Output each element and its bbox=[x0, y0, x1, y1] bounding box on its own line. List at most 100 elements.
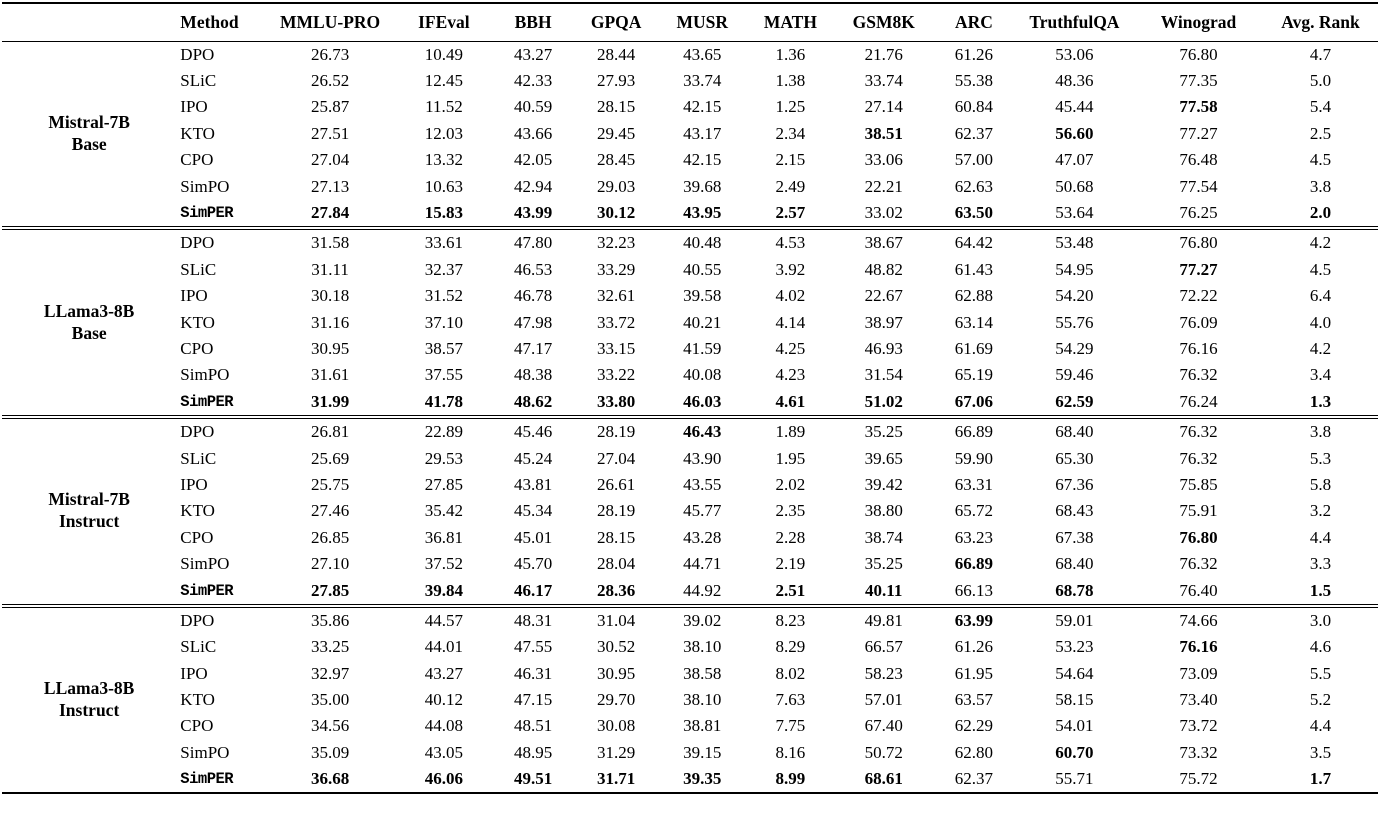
score-cell: 29.53 bbox=[424, 448, 464, 468]
table-row: SimPER 27.85 39.84 46.17 28.36 44.92 2.51 40.11… bbox=[2, 577, 1378, 605]
model-section-mistral-7b-instruct: Mistral-7B Instruct DPO 26.81 22.89 45.46 28.1… bbox=[2, 416, 1378, 606]
score-cell: 26.81 bbox=[310, 422, 350, 442]
score-cell: 3.8 bbox=[1309, 176, 1332, 196]
score-cell: 40.59 bbox=[513, 97, 553, 117]
score-cell: 38.10 bbox=[683, 637, 722, 657]
score-cell: 35.25 bbox=[864, 422, 903, 442]
score-cell: 36.68 bbox=[310, 769, 350, 789]
column-header-musr: MUSR bbox=[658, 3, 747, 42]
score-cell: 3.8 bbox=[1309, 422, 1332, 442]
score-cell: 22.67 bbox=[864, 286, 903, 306]
model-name-line2: Base bbox=[71, 133, 107, 154]
table-row: CPO 26.85 36.81 45.01 28.15 43.28 2.28 38.74 63.… bbox=[2, 525, 1378, 551]
score-cell: 63.14 bbox=[954, 312, 994, 332]
column-header-math: MATH bbox=[746, 3, 835, 42]
score-cell: 30.95 bbox=[597, 663, 636, 683]
score-cell: 28.44 bbox=[597, 44, 636, 64]
score-cell: 2.34 bbox=[775, 123, 806, 143]
score-cell: 4.23 bbox=[775, 365, 806, 385]
score-cell: 77.54 bbox=[1179, 176, 1218, 196]
score-cell: 46.03 bbox=[683, 391, 722, 411]
score-cell: 31.16 bbox=[310, 312, 350, 332]
column-header-gsm8k: GSM8K bbox=[834, 3, 933, 42]
score-cell: 2.49 bbox=[775, 176, 806, 196]
table-row: LLama3-8B Base DPO 31.58 33.61 47.80 32.23 40.4… bbox=[2, 228, 1378, 342]
score-cell: 27.13 bbox=[310, 176, 350, 196]
score-cell: 45.24 bbox=[513, 448, 553, 468]
method-label-slic: SLiC bbox=[180, 637, 217, 657]
score-cell: 10.49 bbox=[424, 44, 464, 64]
score-cell: 37.52 bbox=[424, 554, 464, 574]
score-cell: 28.36 bbox=[597, 580, 636, 600]
score-cell: 48.82 bbox=[864, 259, 903, 279]
score-cell: 62.29 bbox=[954, 716, 994, 736]
benchmark-results-table: Method MMLU-PRO IFEval BBH GPQA MUSR MATH GSM8K… bbox=[2, 2, 1378, 795]
score-cell: 48.38 bbox=[513, 365, 553, 385]
table-row: Mistral-7B Instruct DPO 26.81 22.89 45.46 28.1… bbox=[2, 417, 1378, 531]
method-label-slic: SLiC bbox=[180, 71, 217, 91]
score-cell: 27.85 bbox=[424, 474, 464, 494]
method-label-simpo: SimPO bbox=[180, 176, 230, 196]
score-cell: 67.40 bbox=[864, 716, 903, 736]
score-cell: 37.55 bbox=[424, 365, 464, 385]
model-section-mistral-7b-base: Mistral-7B Base DPO 26.73 10.49 43.27 28.44 43.… bbox=[2, 41, 1378, 228]
score-cell: 62.59 bbox=[1055, 391, 1094, 411]
score-cell: 76.80 bbox=[1179, 233, 1218, 253]
score-cell: 7.75 bbox=[775, 716, 806, 736]
score-cell: 34.56 bbox=[310, 716, 350, 736]
score-cell: 2.5 bbox=[1309, 123, 1332, 143]
score-cell: 63.23 bbox=[954, 527, 994, 547]
score-cell: 38.74 bbox=[864, 527, 903, 547]
header-row: Method MMLU-PRO IFEval BBH GPQA MUSR MATH GSM8K… bbox=[2, 3, 1378, 42]
score-cell: 58.23 bbox=[864, 663, 903, 683]
score-cell: 40.48 bbox=[683, 233, 722, 253]
table-header: Method MMLU-PRO IFEval BBH GPQA MUSR MATH GSM8K… bbox=[2, 3, 1378, 42]
score-cell: 67.06 bbox=[954, 391, 994, 411]
score-cell: 30.08 bbox=[597, 716, 636, 736]
score-cell: 4.02 bbox=[775, 286, 806, 306]
score-cell: 41.59 bbox=[683, 338, 722, 358]
score-cell: 38.80 bbox=[864, 501, 903, 521]
score-cell: 3.2 bbox=[1309, 501, 1332, 521]
score-cell: 6.4 bbox=[1309, 286, 1332, 306]
score-cell: 63.99 bbox=[954, 610, 994, 630]
score-cell: 61.95 bbox=[954, 663, 994, 683]
score-cell: 37.10 bbox=[424, 312, 464, 332]
method-label-cpo: CPO bbox=[180, 338, 214, 358]
score-cell: 77.58 bbox=[1179, 97, 1218, 117]
score-cell: 44.71 bbox=[683, 554, 722, 574]
table-row: IPO 32.97 43.27 46.31 30.95 38.58 8.02 58.23 61.… bbox=[2, 660, 1378, 686]
score-cell: 28.15 bbox=[597, 527, 636, 547]
score-cell: 4.0 bbox=[1309, 312, 1332, 332]
score-cell: 53.48 bbox=[1055, 233, 1094, 253]
method-label-kto: KTO bbox=[180, 123, 215, 143]
method-label-cpo: CPO bbox=[180, 716, 214, 736]
score-cell: 40.11 bbox=[865, 580, 903, 600]
table-row: SimPO 27.13 10.63 42.94 29.03 39.68 2.49 22.21 6… bbox=[2, 173, 1378, 199]
score-cell: 26.73 bbox=[310, 44, 350, 64]
score-cell: 4.5 bbox=[1309, 259, 1332, 279]
score-cell: 30.95 bbox=[310, 338, 350, 358]
score-cell: 33.29 bbox=[597, 259, 636, 279]
score-cell: 12.03 bbox=[424, 123, 464, 143]
model-section-llama3-8b-base: LLama3-8B Base DPO 31.58 33.61 47.80 32.23 40.4… bbox=[2, 228, 1378, 417]
model-name-line2: Instruct bbox=[59, 700, 120, 721]
score-cell: 55.38 bbox=[954, 71, 994, 91]
score-cell: 3.5 bbox=[1309, 742, 1332, 762]
score-cell: 29.70 bbox=[597, 690, 636, 710]
table-row: SimPO 27.10 37.52 45.70 28.04 44.71 2.19 35.25 6… bbox=[2, 551, 1378, 577]
table-row: SimPO 31.61 37.55 48.38 33.22 40.08 4.23 31.54 6… bbox=[2, 362, 1378, 388]
method-label-simper: SimPER bbox=[180, 392, 234, 411]
score-cell: 61.69 bbox=[954, 338, 994, 358]
score-cell: 60.84 bbox=[954, 97, 994, 117]
method-label-ipo: IPO bbox=[180, 663, 208, 683]
score-cell: 67.36 bbox=[1055, 474, 1094, 494]
score-cell: 45.70 bbox=[513, 554, 553, 574]
score-cell: 55.76 bbox=[1055, 312, 1094, 332]
score-cell: 15.83 bbox=[424, 203, 464, 223]
score-cell: 11.52 bbox=[425, 97, 463, 117]
score-cell: 42.15 bbox=[683, 97, 722, 117]
score-cell: 47.15 bbox=[513, 690, 553, 710]
score-cell: 66.89 bbox=[954, 422, 994, 442]
score-cell: 33.02 bbox=[864, 203, 903, 223]
